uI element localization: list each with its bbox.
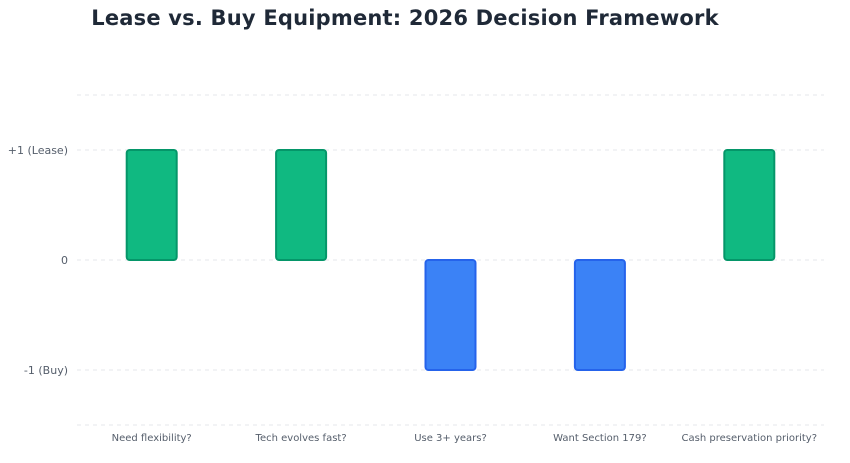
bars	[125, 149, 776, 371]
bar-0	[125, 149, 178, 261]
x-tick-label: Tech evolves fast?	[255, 433, 347, 444]
y-axis-ticks: +1 (Lease) 0 -1 (Buy)	[8, 144, 68, 377]
bar-2	[424, 259, 477, 371]
y-tick-label: 0	[61, 254, 68, 267]
x-tick-label: Need flexibility?	[112, 433, 192, 444]
bar-4	[723, 149, 776, 261]
x-axis-labels: Need flexibility? Tech evolves fast? Use 3…	[112, 433, 817, 444]
x-tick-label: Want Section 179?	[553, 433, 647, 444]
x-tick-label: Cash preservation priority?	[682, 433, 817, 444]
bar-1	[275, 149, 328, 261]
y-tick-label: -1 (Buy)	[24, 364, 68, 377]
chart-title: Lease vs. Buy Equipment: 2026 Decision F…	[91, 6, 719, 30]
x-tick-label: Use 3+ years?	[414, 433, 487, 444]
y-tick-label: +1 (Lease)	[8, 144, 68, 157]
bar-3	[573, 259, 626, 371]
